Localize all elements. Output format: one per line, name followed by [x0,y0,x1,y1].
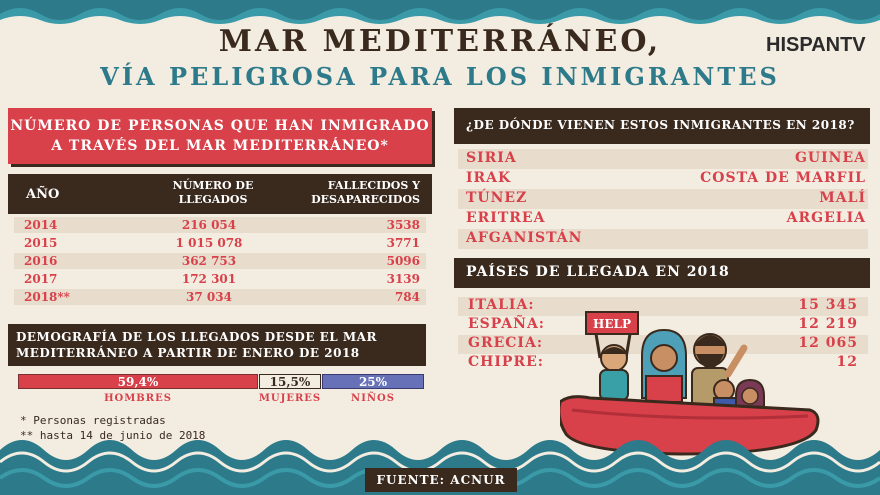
cell-dead: 3139 [386,272,420,286]
arrival-country: ITALIA: [468,297,535,313]
source-label: FUENTE: ACNUR [365,468,517,492]
origin-country: MALÍ [819,190,866,206]
origin-country: COSTA DE MARFIL [700,170,866,186]
top-waves-decoration [0,0,880,26]
immigration-heading: NÚMERO DE PERSONAS QUE HAN INMIGRADO A T… [8,108,432,164]
origins-heading: ¿DE DÓNDE VIENEN ESTOS INMIGRANTES EN 20… [454,108,870,144]
arrival-count: 15 345 [798,297,858,313]
origin-country: GUINEA [794,150,866,166]
cell-arrivals: 362 753 [181,254,237,268]
origin-country: ERITREA [466,210,546,226]
cell-year: 2014 [24,218,58,232]
origins-row [458,229,868,249]
cell-dead: 3538 [386,218,420,232]
origin-country: IRAK [466,170,512,186]
arrivals-row: CHIPRE: 12 [458,354,868,373]
origin-country: TÚNEZ [466,190,528,206]
origins-row [458,149,868,169]
arrival-count: 12 219 [798,316,858,332]
table-row: 2015 1 015 078 3771 [14,235,426,251]
bar-men: 59,4% [18,374,258,389]
origins-row [458,189,868,209]
immigration-table-header: AÑO NÚMERO DE LLEGADOS FALLECIDOS Y DESA… [8,174,432,214]
page-title: MAR MEDITERRÁNEO, [218,24,662,59]
footnote-registered: * Personas registradas [20,414,166,427]
arrival-country: CHIPRE: [468,354,544,370]
arrival-country: ESPAÑA: [468,316,545,332]
arrivals-row: GRECIA: 12 065 [458,335,868,354]
cell-year: 2016 [24,254,58,268]
origin-country: ARGELIA [786,210,866,226]
cell-dead: 784 [394,290,420,304]
origin-country: AFGANISTÁN [466,230,583,246]
cell-arrivals: 216 054 [181,218,237,232]
migrant-boat-illustration: HELP [560,311,820,456]
table-row: 2018** 37 034 784 [14,289,426,305]
table-row: 2017 172 301 3139 [14,271,426,287]
bar-women: 15,5% [259,374,321,389]
help-sign-text: HELP [593,317,631,331]
bar-label-children: NIÑOS [351,393,395,404]
cell-dead: 5096 [386,254,420,268]
column-header-year: AÑO [26,187,60,202]
arrivals-row: ITALIA: 15 345 [458,297,868,316]
cell-arrivals: 1 015 078 [175,236,243,250]
arrival-country: GRECIA: [468,335,543,351]
bar-label-men: HOMBRES [104,393,172,404]
cell-arrivals: 172 301 [181,272,237,286]
arrivals-heading: PAÍSES DE LLEGADA EN 2018 [454,258,870,288]
bar-label-women: MUJERES [258,393,322,404]
arrival-count: 12 [836,354,858,370]
cell-year: 2018** [24,290,70,304]
page-subtitle: VÍA PELIGROSA PARA LOS INMIGRANTES [100,62,780,91]
cell-year: 2015 [24,236,58,250]
arrivals-row: ESPAÑA: 12 219 [458,316,868,335]
footnote-date: ** hasta 14 de junio de 2018 [20,429,206,442]
column-header-dead: FALLECIDOS Y DESAPARECIDOS [311,179,420,206]
demographics-heading: DEMOGRAFÍA DE LOS LLEGADOS DESDE EL MAR … [8,324,426,366]
cell-year: 2017 [24,272,58,286]
arrival-count: 12 065 [798,335,858,351]
bar-children: 25% [322,374,424,389]
channel-logo: HISPANTV [766,34,866,56]
table-row: 2016 362 753 5096 [14,253,426,269]
table-row: 2014 216 054 3538 [14,217,426,233]
column-header-arrivals: NÚMERO DE LLEGADOS [172,179,254,206]
origin-country: SIRIA [466,150,517,166]
cell-arrivals: 37 034 [186,290,232,304]
cell-dead: 3771 [386,236,420,250]
